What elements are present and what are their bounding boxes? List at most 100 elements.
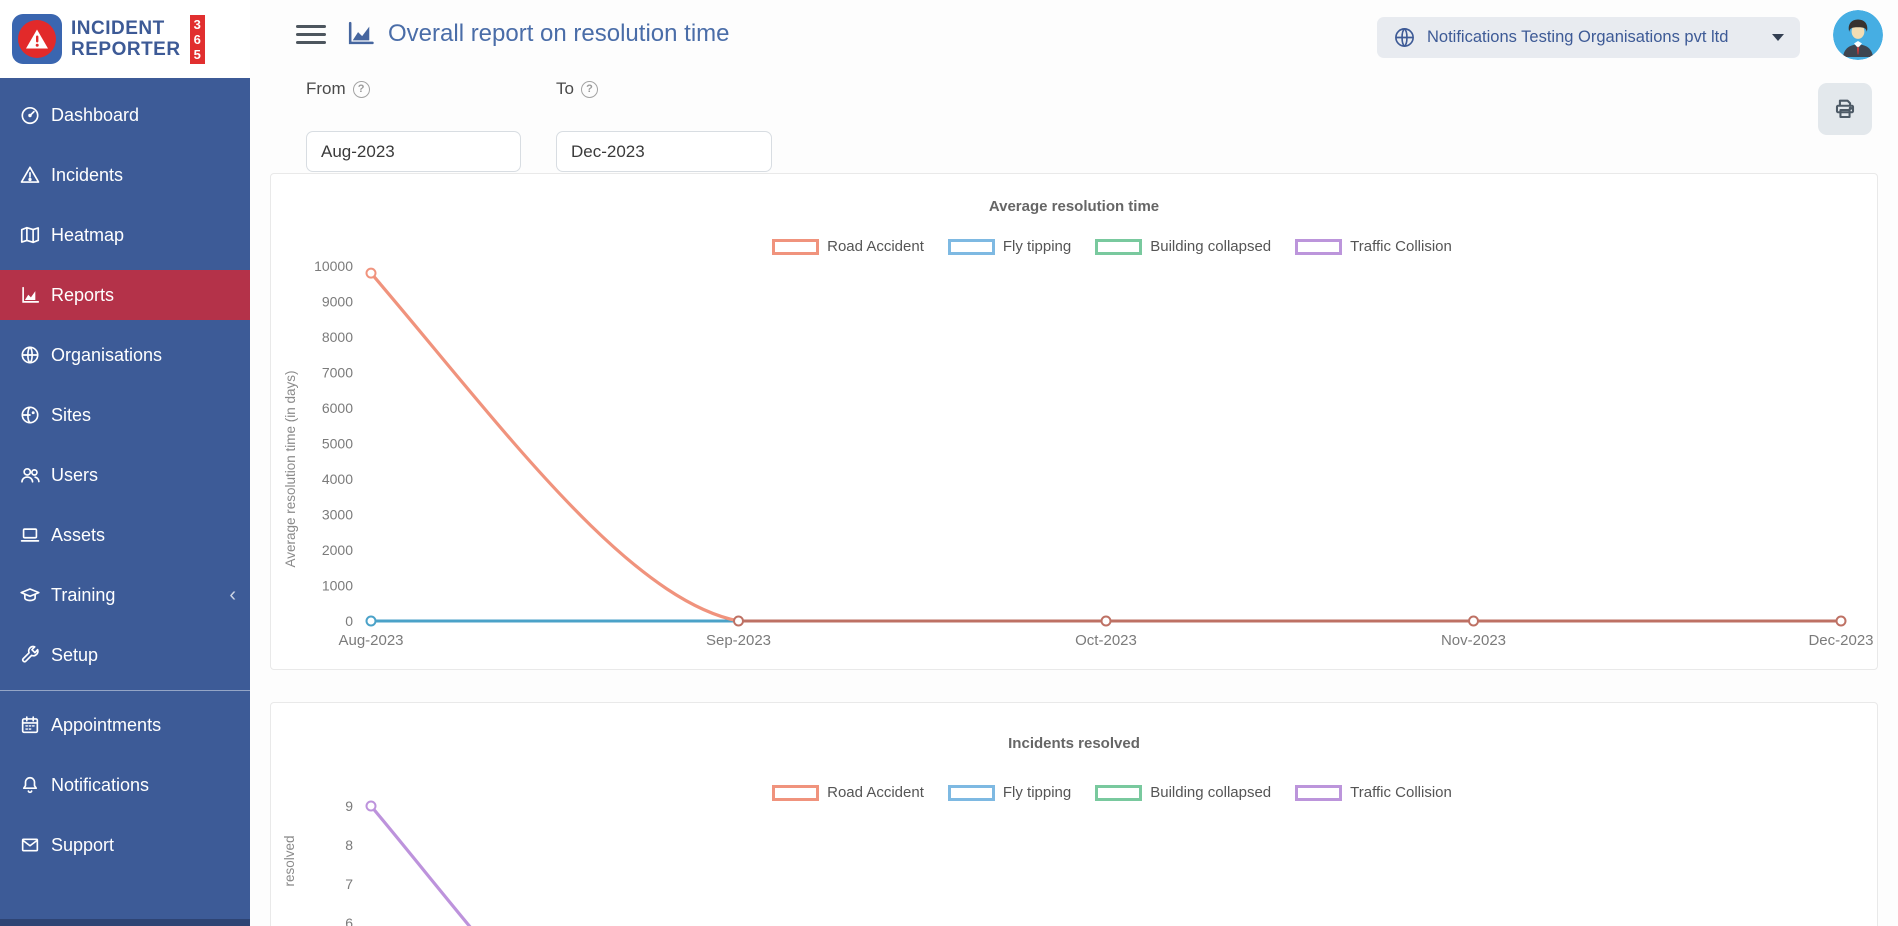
sidebar-item-setup[interactable]: Setup [0, 630, 250, 680]
legend-label: Fly tipping [1002, 238, 1072, 255]
chart-card-average-resolution-time: Average resolution time Road Accident Fly… [270, 173, 1878, 670]
chart-card-incidents-resolved: Incidents resolved Road Accident Fly tipp… [270, 702, 1878, 926]
incident-reporter-logo-icon [12, 14, 62, 64]
print-button[interactable] [1818, 83, 1872, 135]
sidebar-item-training[interactable]: Training ‹ [0, 570, 250, 620]
globe-icon [21, 346, 39, 364]
legend-label: Traffic Collision [1350, 784, 1452, 801]
legend-color-box [947, 784, 995, 801]
from-label: From ? [306, 79, 370, 99]
sidebar-item-label: Appointments [51, 714, 162, 735]
legend-color-box [1095, 238, 1143, 255]
laptop-icon [20, 528, 40, 542]
warning-icon [20, 166, 40, 183]
legend-color-box [772, 784, 820, 801]
sidebar-item-label: Notifications [51, 774, 150, 795]
globe-icon [1395, 28, 1414, 47]
legend-item-fly-tipping[interactable]: Fly tipping [947, 238, 1072, 255]
legend-label: Road Accident [827, 238, 924, 255]
svg-text:0: 0 [345, 613, 353, 629]
sidebar-item-assets[interactable]: Assets [0, 510, 250, 560]
legend-color-box [772, 238, 820, 255]
to-label-text: To [556, 79, 574, 98]
calendar-icon [21, 716, 39, 734]
hamburger-menu-icon[interactable] [296, 25, 326, 46]
svg-text:10000: 10000 [314, 258, 353, 274]
sidebar-item-label: Support [51, 834, 115, 855]
avatar-image [1833, 10, 1883, 60]
map-icon [20, 226, 40, 244]
page-title-row: Overall report on resolution time [345, 20, 729, 48]
sidebar-item-label: Reports [51, 284, 115, 305]
organisation-selector-label: Notifications Testing Organisations pvt … [1427, 28, 1729, 46]
chart-area-icon [22, 286, 40, 303]
legend-item-traffic-collision[interactable]: Traffic Collision [1295, 784, 1452, 801]
sidebar-item-support[interactable]: Support [0, 820, 250, 870]
sidebar-item-label: Sites [51, 404, 92, 425]
legend-color-box [947, 238, 995, 255]
legend-item-road-accident[interactable]: Road Accident [772, 784, 924, 801]
page-title: Overall report on resolution time [388, 20, 730, 47]
legend-item-fly-tipping[interactable]: Fly tipping [947, 784, 1071, 801]
sidebar-item-label: Organisations [51, 344, 163, 365]
chart-title: Average resolution time [988, 198, 1160, 215]
sidebar-item-incidents[interactable]: Incidents [0, 150, 250, 200]
printer-icon [1835, 99, 1855, 119]
svg-text:Average resolution time (in da: Average resolution time (in days) [283, 370, 298, 567]
svg-text:Oct-2023: Oct-2023 [1075, 632, 1137, 649]
user-avatar[interactable] [1833, 10, 1883, 60]
svg-text:7: 7 [345, 876, 353, 892]
chart-legend: Road Accident Fly tipping Building collaps… [271, 238, 1877, 255]
help-icon[interactable]: ? [352, 80, 370, 98]
warning-triangle-icon [26, 29, 48, 49]
sidebar-item-label: Users [51, 464, 99, 485]
bell-icon [22, 776, 38, 794]
legend-item-building-collapsed[interactable]: Building collapsed [1095, 784, 1271, 801]
svg-text:6000: 6000 [322, 400, 353, 416]
report-chart-icon [348, 21, 374, 45]
legend-color-box [1095, 784, 1143, 801]
svg-text:4000: 4000 [322, 471, 353, 487]
legend-item-building-collapsed[interactable]: Building collapsed [1095, 238, 1271, 255]
svg-text:Aug-2023: Aug-2023 [338, 632, 403, 649]
legend-item-road-accident[interactable]: Road Accident [772, 238, 924, 255]
sidebar-item-organisations[interactable]: Organisations [0, 330, 250, 380]
sidebar-item-users[interactable]: Users [0, 450, 250, 500]
legend-label: Traffic Collision [1350, 238, 1452, 255]
svg-text:Sep-2023: Sep-2023 [706, 632, 771, 649]
to-date-input[interactable] [556, 131, 772, 172]
legend-label: Road Accident [827, 784, 924, 801]
svg-text:5000: 5000 [322, 436, 353, 452]
svg-text:9000: 9000 [322, 294, 353, 310]
legend-label: Building collapsed [1150, 238, 1272, 255]
sidebar-item-sites[interactable]: Sites [0, 390, 250, 440]
svg-text:8000: 8000 [322, 329, 353, 345]
svg-text:resolved: resolved [282, 835, 297, 886]
sidebar-item-dashboard[interactable]: Dashboard [0, 90, 250, 140]
sidebar-item-reports[interactable]: Reports [0, 270, 250, 320]
sidebar-item-label: Dashboard [51, 104, 140, 125]
legend-item-traffic-collision[interactable]: Traffic Collision [1295, 238, 1452, 255]
globe-site-icon [21, 406, 39, 424]
organisation-selector[interactable]: Notifications Testing Organisations pvt … [1377, 17, 1800, 58]
chart-title: Incidents resolved [1008, 735, 1140, 752]
legend-label: Building collapsed [1150, 784, 1272, 801]
sidebar-nav: Dashboard Incidents Heatmap Reports Organisa… [0, 78, 250, 870]
from-date-input[interactable] [306, 131, 521, 172]
sidebar-bottom-bar [0, 919, 250, 926]
legend-color-box [1295, 238, 1343, 255]
legend-color-box [1295, 784, 1343, 801]
svg-text:Dec-2023: Dec-2023 [1808, 632, 1873, 649]
users-icon [21, 467, 40, 483]
sidebar-item-heatmap[interactable]: Heatmap [0, 210, 250, 260]
sidebar-item-appointments[interactable]: Appointments [0, 700, 250, 750]
sidebar-item-label: Setup [51, 644, 99, 665]
help-icon[interactable]: ? [580, 80, 598, 98]
sidebar-divider [0, 690, 250, 691]
logo-text-line2: REPORTER [71, 39, 181, 60]
sidebar-item-notifications[interactable]: Notifications [0, 760, 250, 810]
